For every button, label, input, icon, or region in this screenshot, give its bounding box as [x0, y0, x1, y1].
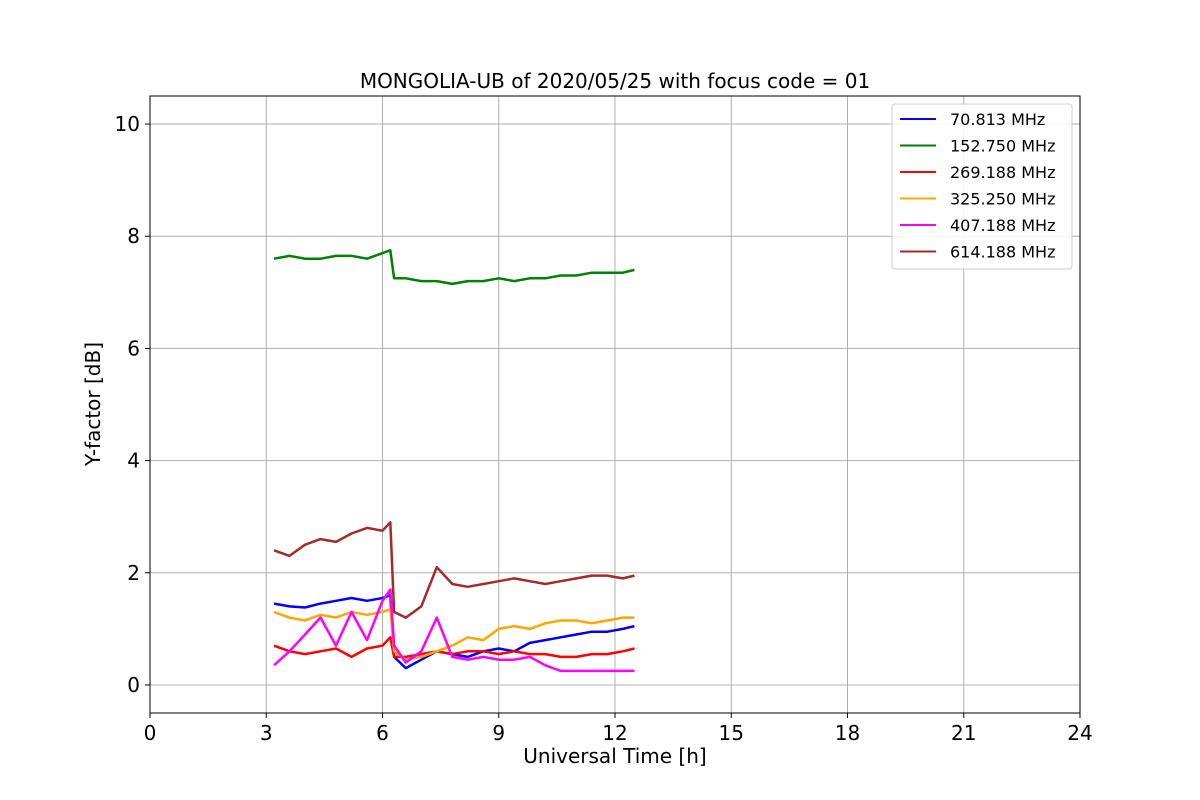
y-tick-label: 8	[127, 224, 140, 248]
y-tick-label: 2	[127, 561, 140, 585]
y-tick-label: 0	[127, 673, 140, 697]
x-tick-label: 21	[951, 721, 976, 745]
series-line-1	[273, 249, 635, 286]
legend-label: 269.188 MHz	[950, 163, 1055, 182]
y-tick-label: 4	[127, 449, 140, 473]
legend-label: 614.188 MHz	[950, 243, 1055, 262]
series-line-3	[273, 607, 635, 661]
series-line-2	[273, 636, 635, 659]
y-tick-label: 6	[127, 336, 140, 360]
y-tick-label: 10	[115, 112, 140, 136]
x-tick-label: 24	[1067, 721, 1092, 745]
y-axis-label: Y-factor [dB]	[81, 342, 105, 467]
x-tick-label: 18	[835, 721, 860, 745]
series-line-5	[273, 521, 635, 619]
series-line-4	[273, 588, 635, 673]
legend: 70.813 MHz 152.750 MHz 269.188 MHz 325.250 …	[891, 103, 1073, 270]
x-tick-label: 15	[719, 721, 744, 745]
x-tick-label: 3	[260, 721, 273, 745]
legend-label: 325.250 MHz	[950, 190, 1055, 209]
legend-label: 70.813 MHz	[950, 110, 1045, 129]
x-tick-label: 0	[144, 721, 157, 745]
x-tick-label: 6	[376, 721, 389, 745]
legend-label: 152.750 MHz	[950, 137, 1055, 156]
chart-title: MONGOLIA-UB of 2020/05/25 with focus cod…	[360, 69, 870, 93]
legend-box	[891, 103, 1073, 270]
series-layer	[273, 249, 635, 673]
legend-label: 407.188 MHz	[950, 216, 1055, 235]
x-tick-label: 9	[492, 721, 505, 745]
x-axis-label: Universal Time [h]	[523, 744, 706, 768]
x-tick-label: 12	[602, 721, 627, 745]
